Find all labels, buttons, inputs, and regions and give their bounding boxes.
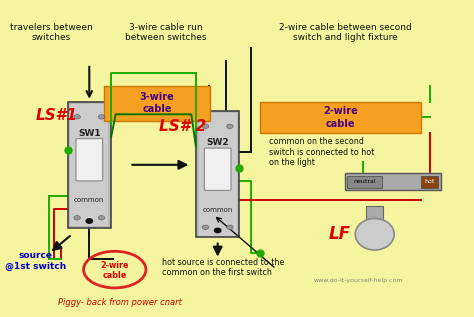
FancyBboxPatch shape: [260, 102, 420, 133]
Ellipse shape: [355, 218, 394, 250]
FancyBboxPatch shape: [199, 113, 237, 236]
Text: LS# 2: LS# 2: [159, 120, 207, 134]
Text: source
@1st switch: source @1st switch: [5, 251, 66, 271]
Bar: [366, 206, 383, 222]
Text: hot: hot: [424, 179, 435, 184]
Text: common: common: [202, 207, 233, 213]
FancyBboxPatch shape: [345, 173, 441, 190]
Text: 2-wire
cable: 2-wire cable: [100, 261, 129, 280]
Text: LF: LF: [329, 225, 351, 243]
Text: 2-wire
cable: 2-wire cable: [323, 106, 358, 129]
Circle shape: [227, 124, 233, 128]
Bar: [347, 176, 382, 188]
Text: 3-wire
cable: 3-wire cable: [139, 92, 174, 114]
Circle shape: [98, 115, 105, 119]
Circle shape: [86, 219, 92, 223]
Circle shape: [214, 228, 221, 233]
Bar: [420, 176, 438, 188]
FancyBboxPatch shape: [204, 148, 231, 191]
Text: Piggy- back from power cnart: Piggy- back from power cnart: [58, 298, 182, 307]
Text: LS#1: LS#1: [36, 108, 77, 123]
Text: travelers between
switches: travelers between switches: [10, 23, 93, 42]
FancyBboxPatch shape: [76, 139, 103, 181]
Text: common on the second
switch is connected to hot
on the light: common on the second switch is connected…: [269, 137, 374, 167]
Text: SW2: SW2: [206, 138, 229, 147]
Text: www.do-it-yourself-help.com: www.do-it-yourself-help.com: [314, 277, 403, 282]
Circle shape: [74, 216, 80, 220]
Circle shape: [74, 115, 80, 119]
Circle shape: [98, 216, 105, 220]
Circle shape: [202, 124, 209, 128]
FancyBboxPatch shape: [104, 86, 210, 121]
Text: neutral: neutral: [353, 179, 376, 184]
FancyBboxPatch shape: [70, 104, 109, 226]
FancyBboxPatch shape: [67, 102, 111, 228]
Circle shape: [227, 225, 233, 230]
Text: SW1: SW1: [78, 129, 100, 138]
Text: hot source is connected to the
common on the first switch: hot source is connected to the common on…: [162, 258, 284, 277]
FancyBboxPatch shape: [196, 111, 239, 237]
Text: 3-wire cable run
between switches: 3-wire cable run between switches: [125, 23, 207, 42]
Circle shape: [202, 225, 209, 230]
Text: 2-wire cable between second
switch and light fixture: 2-wire cable between second switch and l…: [279, 23, 411, 42]
Text: common: common: [74, 197, 104, 203]
